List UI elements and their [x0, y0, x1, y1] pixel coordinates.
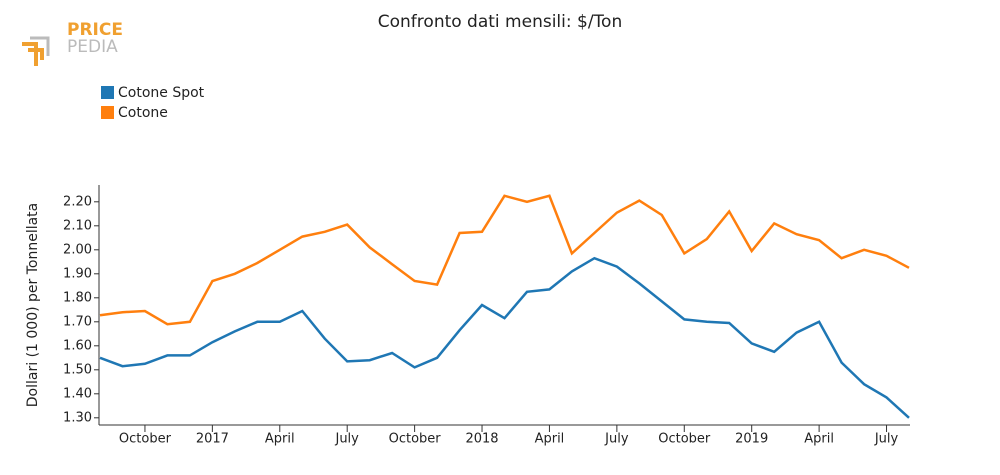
chart-title: Confronto dati mensili: $/Ton	[378, 12, 622, 32]
x-tick-label: 2017	[196, 432, 229, 447]
x-tick-label: April	[535, 432, 565, 447]
logo-text: PRICE	[67, 20, 123, 40]
y-tick-label: 1.80	[63, 290, 92, 305]
line	[99, 256, 910, 419]
x-tick-label: October	[658, 432, 711, 447]
x-tick-label: April	[804, 432, 834, 447]
x-tick-label: October	[119, 432, 172, 447]
logo-text: PEDIA	[67, 37, 118, 57]
legend-label: Cotone Spot	[118, 85, 205, 101]
line	[99, 194, 910, 326]
x-tick-label: October	[389, 432, 442, 447]
y-tick-label: 1.70	[63, 314, 92, 329]
logo-icon	[22, 42, 44, 66]
y-tick-label: 2.10	[63, 218, 92, 233]
y-axis-label: Dollari (1 000) per Tonnellata	[25, 203, 41, 407]
x-tick-label: July	[874, 432, 899, 447]
x-tick-label: April	[265, 432, 295, 447]
y-tick-label: 1.50	[63, 362, 92, 377]
legend-swatch	[101, 106, 114, 119]
y-tick-label: 2.20	[63, 194, 92, 209]
y-tick-label: 1.40	[63, 386, 92, 401]
y-tick-label: 1.60	[63, 338, 92, 353]
y-tick-label: 1.30	[63, 410, 92, 425]
y-tick-label: 2.00	[63, 242, 92, 257]
x-tick-label: 2019	[735, 432, 768, 447]
x-tick-label: July	[334, 432, 359, 447]
logo: PRICE PEDIA	[22, 20, 123, 66]
x-tick-label: July	[604, 432, 629, 447]
legend-label: Cotone	[118, 105, 168, 121]
logo-icon	[30, 36, 50, 56]
x-tick-label: 2018	[465, 432, 498, 447]
legend-swatch	[101, 86, 114, 99]
y-tick-label: 1.90	[63, 266, 92, 281]
